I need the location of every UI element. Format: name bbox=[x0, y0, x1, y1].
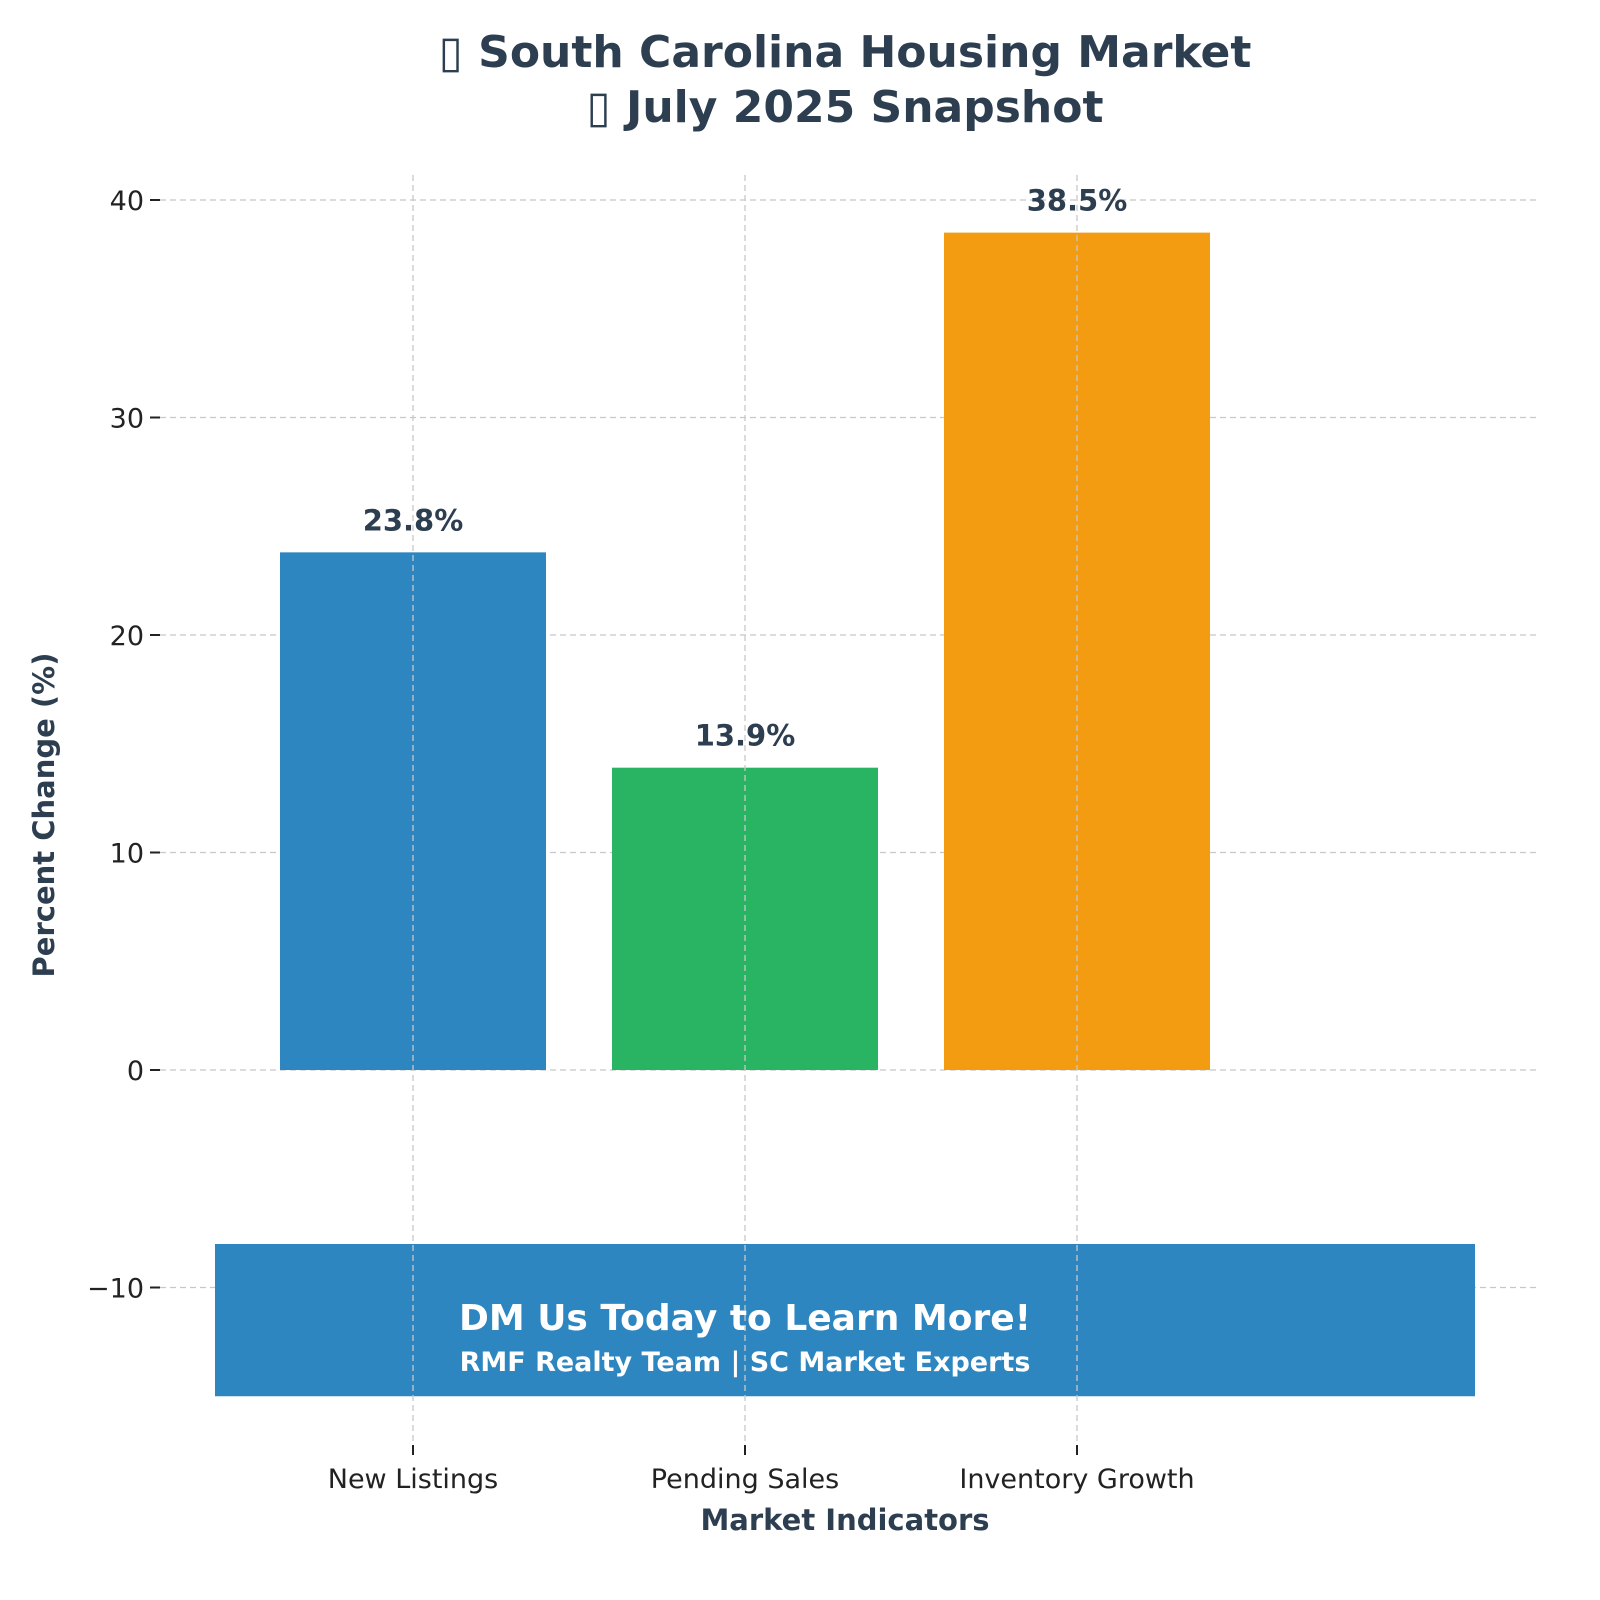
data-label: 23.8% bbox=[363, 503, 464, 537]
y-axis-label: Percent Change (%) bbox=[27, 653, 61, 978]
chart-title-line-2: ▯ July 2025 Snapshot bbox=[586, 82, 1103, 133]
y-tick-label: −10 bbox=[87, 1274, 144, 1305]
x-axis-label: Market Indicators bbox=[700, 1503, 989, 1537]
y-tick-label: 10 bbox=[110, 839, 144, 870]
data-label: 38.5% bbox=[1027, 184, 1128, 218]
y-tick-label: 40 bbox=[110, 186, 144, 217]
y-tick-label: 0 bbox=[127, 1056, 144, 1087]
data-label: 13.9% bbox=[695, 719, 796, 753]
chart-title-line-1: ▯ South Carolina Housing Market bbox=[439, 27, 1252, 78]
x-tick-label: Inventory Growth bbox=[959, 1464, 1194, 1495]
x-tick-label: New Listings bbox=[328, 1464, 499, 1495]
y-tick-label: 20 bbox=[110, 621, 144, 652]
cta-banner: DM Us Today to Learn More!RMF Realty Tea… bbox=[215, 1244, 1475, 1397]
data-labels: 23.8% 13.9% 38.5% bbox=[363, 184, 1128, 753]
x-axis-ticks: New Listings Pending Sales Inventory Growt… bbox=[328, 1445, 1195, 1495]
banner-background bbox=[215, 1244, 1475, 1397]
vertical-gridlines bbox=[412, 175, 1078, 1445]
x-tick-label: Pending Sales bbox=[651, 1464, 839, 1495]
y-axis-ticks: −10 0 10 20 30 40 bbox=[87, 186, 160, 1305]
banner-subline: RMF Realty Team | SC Market Experts bbox=[460, 1347, 1031, 1378]
y-tick-label: 30 bbox=[110, 404, 144, 435]
